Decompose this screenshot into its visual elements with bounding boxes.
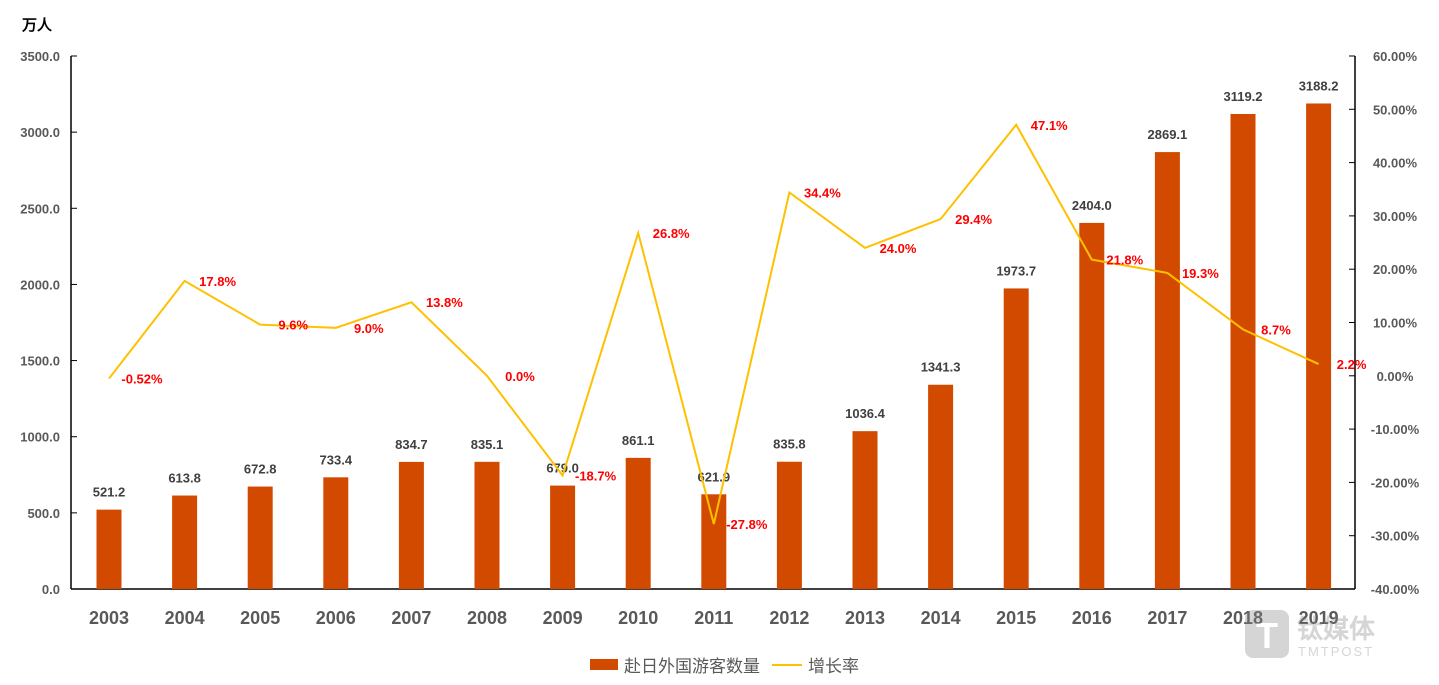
x-tick-label: 2008 (467, 608, 507, 628)
legend-line-swatch (772, 663, 802, 666)
bar (247, 486, 273, 589)
legend-bar-swatch (590, 659, 618, 670)
bar-value-label: 733.4 (320, 452, 353, 467)
bar-value-label: 672.8 (244, 462, 277, 477)
rate-label: 0.0% (505, 369, 535, 384)
bar (323, 477, 349, 589)
bar (852, 431, 878, 589)
right-tick-label: -40.00% (1371, 582, 1420, 597)
rate-label: 19.3% (1182, 266, 1219, 281)
bar (1306, 103, 1332, 589)
bar (550, 485, 576, 589)
rate-label: -0.52% (121, 372, 163, 387)
x-tick-label: 2017 (1147, 608, 1187, 628)
bar-value-label: 1341.3 (921, 360, 961, 375)
bar-value-label: 2869.1 (1148, 127, 1188, 142)
rate-label: 17.8% (199, 274, 236, 289)
left-tick-label: 500.0 (27, 506, 60, 521)
watermark-logo: T 钛媒体 TMTPOST (1245, 610, 1376, 659)
x-tick-label: 2014 (921, 608, 961, 628)
right-tick-label: -10.00% (1371, 422, 1420, 437)
rate-label: 9.0% (354, 321, 384, 336)
x-tick-label: 2007 (391, 608, 431, 628)
rate-label: 24.0% (880, 241, 917, 256)
x-tick-label: 2009 (543, 608, 583, 628)
x-tick-label: 2004 (165, 608, 205, 628)
bar (1154, 152, 1180, 589)
x-tick-label: 2005 (240, 608, 280, 628)
bar (625, 457, 651, 589)
bar (1003, 288, 1029, 589)
bar (474, 461, 500, 589)
bar-value-label: 1973.7 (996, 263, 1036, 278)
bar (776, 461, 802, 589)
bar-value-label: 613.8 (168, 471, 201, 486)
left-tick-label: 1500.0 (20, 354, 60, 369)
bar-value-label: 521.2 (93, 485, 126, 500)
x-tick-label: 2011 (694, 608, 733, 628)
bar-value-label: 3188.2 (1299, 78, 1339, 93)
svg-text:T: T (1256, 615, 1278, 656)
svg-text:钛媒体: 钛媒体 (1297, 615, 1376, 645)
x-tick-label: 2012 (769, 608, 809, 628)
rate-label: 13.8% (426, 295, 463, 310)
x-tick-label: 2006 (316, 608, 356, 628)
legend-line-label: 增长率 (808, 657, 859, 676)
legend-bar-label: 赴日外国游客数量 (624, 657, 760, 676)
right-tick-label: 30.00% (1373, 209, 1418, 224)
bar (701, 494, 727, 589)
x-tick-label: 2013 (845, 608, 885, 628)
bar-value-label: 3119.2 (1223, 89, 1262, 104)
x-tick-label: 2018 (1223, 608, 1263, 628)
right-tick-label: 20.00% (1373, 262, 1418, 277)
bar (928, 384, 954, 589)
rate-label: 9.6% (278, 318, 308, 333)
growth-rate-line (108, 122, 1320, 525)
x-tick-label: 2003 (89, 608, 129, 628)
bar (398, 461, 424, 589)
left-tick-label: 1000.0 (20, 430, 60, 445)
bar (172, 495, 198, 589)
bar-value-label: 1036.4 (845, 406, 886, 421)
bar (96, 509, 122, 589)
right-tick-label: 10.00% (1373, 316, 1418, 331)
bar (1230, 113, 1256, 589)
rate-label: 47.1% (1031, 118, 1068, 133)
svg-text:TMTPOST: TMTPOST (1298, 644, 1374, 659)
left-tick-label: 2500.0 (20, 201, 60, 216)
rate-label: 26.8% (653, 226, 690, 241)
rate-label: -18.7% (575, 468, 617, 483)
bar-value-label: 835.8 (773, 437, 806, 452)
left-axis-unit: 万人 (22, 17, 53, 34)
rate-label: 21.8% (1106, 253, 1143, 268)
rate-label: 29.4% (955, 212, 992, 227)
rate-label: -27.8% (726, 517, 768, 532)
right-tick-label: 50.00% (1373, 102, 1418, 117)
left-tick-label: 2000.0 (20, 277, 60, 292)
x-tick-label: 2016 (1072, 608, 1112, 628)
rate-label: 34.4% (804, 185, 841, 200)
right-tick-label: 40.00% (1373, 156, 1418, 171)
bar-value-label: 621.9 (698, 469, 731, 484)
left-tick-label: 0.0 (42, 582, 60, 597)
bar-value-label: 2404.0 (1072, 198, 1112, 213)
bar-value-label: 861.1 (622, 433, 655, 448)
bar-value-label: 834.7 (395, 437, 428, 452)
legend: 赴日外国游客数量 增长率 (590, 652, 859, 677)
rate-label: 2.2% (1337, 357, 1367, 372)
right-tick-label: 0.00% (1377, 369, 1414, 384)
x-tick-label: 2010 (618, 608, 658, 628)
bar-value-label: 835.1 (471, 437, 504, 452)
left-tick-label: 3500.0 (20, 49, 60, 64)
right-tick-label: 60.00% (1373, 49, 1418, 64)
x-tick-label: 2019 (1299, 608, 1339, 628)
chart: 0.0 500.0 1000.0 1500.0 2000.0 2500.0 3000.0 35… (20, 49, 1420, 628)
rate-label: 8.7% (1261, 322, 1291, 337)
right-tick-label: -30.00% (1371, 529, 1420, 544)
left-tick-label: 3000.0 (20, 125, 60, 140)
right-tick-label: -20.00% (1371, 475, 1420, 490)
bar (1079, 222, 1105, 589)
x-tick-label: 2015 (996, 608, 1036, 628)
